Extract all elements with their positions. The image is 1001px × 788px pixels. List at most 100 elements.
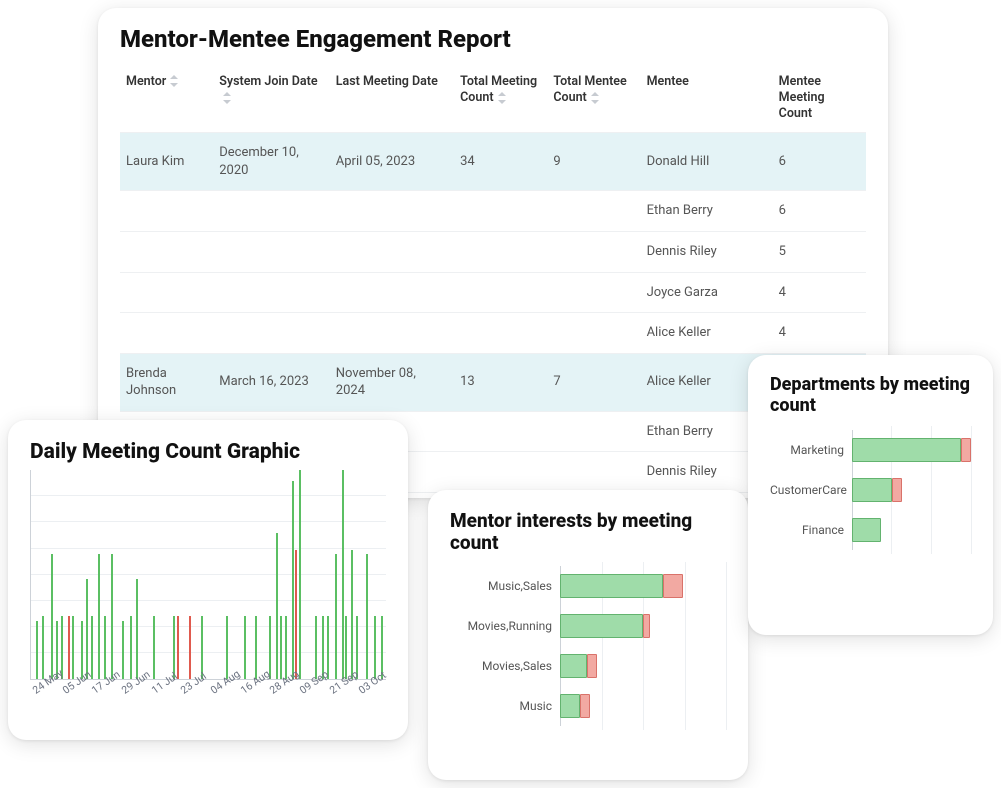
daily-title: Daily Meeting Count Graphic	[30, 440, 386, 464]
cell-mmc: 4	[773, 313, 866, 354]
sort-icon[interactable]	[498, 92, 506, 104]
daily-bar	[269, 616, 271, 679]
cell-tmc	[454, 411, 547, 452]
daily-bar	[335, 554, 337, 679]
daily-bar	[356, 616, 358, 679]
hbar-track	[560, 694, 726, 718]
daily-bar	[366, 554, 368, 679]
daily-bar	[72, 616, 74, 679]
departments-card: Departments by meeting count Marketing Cu…	[748, 355, 993, 635]
cell-join	[213, 231, 330, 272]
hbar-seg-green	[852, 478, 892, 502]
cell-tmc	[454, 452, 547, 493]
col-header-tmenc[interactable]: Total Mentee Count	[547, 66, 640, 133]
col-header-join[interactable]: System Join Date	[213, 66, 330, 133]
cell-tmc	[454, 191, 547, 232]
table-header-row: Mentor System Join Date Last Meeting Date T…	[120, 66, 866, 133]
cell-tmc	[454, 231, 547, 272]
cell-mentor	[120, 231, 213, 272]
departments-title: Departments by meeting count	[770, 375, 971, 416]
daily-bar	[98, 554, 100, 679]
hbar-label: CustomerCare	[770, 483, 852, 497]
daily-bar	[51, 554, 53, 679]
daily-bar	[177, 616, 179, 679]
cell-tmc: 34	[454, 133, 547, 191]
hbar-seg-green	[852, 518, 881, 542]
sort-icon[interactable]	[591, 92, 599, 104]
hbar-track	[852, 518, 971, 542]
cell-join	[213, 313, 330, 354]
col-header-label: Last Meeting Date	[336, 74, 438, 89]
cell-tmc	[454, 272, 547, 313]
daily-bar	[104, 616, 106, 679]
daily-bar	[86, 579, 88, 679]
cell-last	[330, 272, 454, 313]
daily-bar	[111, 554, 113, 679]
daily-bar	[345, 616, 347, 679]
hbar-seg-red	[892, 478, 902, 502]
cell-tmenc: 7	[547, 353, 640, 411]
gridline	[726, 562, 727, 730]
hbar-track	[560, 654, 726, 678]
col-header-mmc: Mentee Meeting Count	[773, 66, 866, 133]
cell-mentor	[120, 313, 213, 354]
cell-mentee: Alice Keller	[641, 313, 773, 354]
col-header-label: Mentor	[126, 74, 166, 89]
daily-bar	[36, 621, 38, 680]
hbar-seg-green	[560, 614, 643, 638]
table-row: Alice Keller4	[120, 313, 866, 354]
cell-last	[330, 191, 454, 232]
sort-icon[interactable]	[223, 92, 231, 104]
cell-tmenc: 9	[547, 133, 640, 191]
hbar-label: Movies,Sales	[450, 659, 560, 673]
hbar-label: Marketing	[770, 443, 852, 457]
daily-bar	[374, 616, 376, 679]
table-row: Joyce Garza4	[120, 272, 866, 313]
cell-tmenc	[547, 411, 640, 452]
cell-join: March 16, 2023	[213, 353, 330, 411]
col-header-label: System Join Date	[219, 74, 317, 89]
daily-bar	[91, 616, 93, 679]
cell-tmenc	[547, 272, 640, 313]
interests-chart: Music,SalesMovies,RunningMovies,SalesMus…	[450, 566, 726, 726]
daily-bar	[342, 470, 344, 679]
cell-last: April 05, 2023	[330, 133, 454, 191]
daily-bar	[292, 481, 294, 680]
col-header-last: Last Meeting Date	[330, 66, 454, 133]
daily-bar	[226, 616, 228, 679]
cell-tmenc	[547, 313, 640, 354]
daily-bar	[280, 616, 282, 679]
hbar-label: Movies,Running	[450, 619, 560, 633]
cell-join	[213, 272, 330, 313]
hbar-label: Music,Sales	[450, 579, 560, 593]
cell-mentee: Donald Hill	[641, 133, 773, 191]
cell-mmc: 6	[773, 191, 866, 232]
col-header-tmc[interactable]: Total Meeting Count	[454, 66, 547, 133]
sort-icon[interactable]	[170, 75, 178, 87]
daily-bar	[68, 616, 70, 679]
interests-card: Mentor interests by meeting count Music,…	[428, 490, 748, 780]
hbar-seg-green	[852, 438, 961, 462]
daily-bar	[255, 616, 257, 679]
hbar-seg-green	[560, 574, 663, 598]
daily-bar	[153, 616, 155, 679]
cell-last: November 08, 2024	[330, 353, 454, 411]
cell-tmenc	[547, 452, 640, 493]
col-header-mentor[interactable]: Mentor	[120, 66, 213, 133]
cell-mmc: 6	[773, 133, 866, 191]
hbar-track	[852, 478, 971, 502]
cell-tmenc	[547, 191, 640, 232]
daily-bar	[285, 616, 287, 679]
cell-join	[213, 191, 330, 232]
cell-mentor: Laura Kim	[120, 133, 213, 191]
daily-bar	[276, 533, 278, 679]
daily-bars	[31, 470, 386, 679]
daily-bar	[42, 616, 44, 679]
cell-last	[330, 313, 454, 354]
daily-bar	[295, 550, 297, 680]
daily-bar	[61, 616, 63, 679]
report-title: Mentor-Mentee Engagement Report	[120, 26, 866, 54]
cell-mentee: Ethan Berry	[641, 191, 773, 232]
daily-bar	[130, 616, 132, 679]
table-row: Dennis Riley5	[120, 231, 866, 272]
